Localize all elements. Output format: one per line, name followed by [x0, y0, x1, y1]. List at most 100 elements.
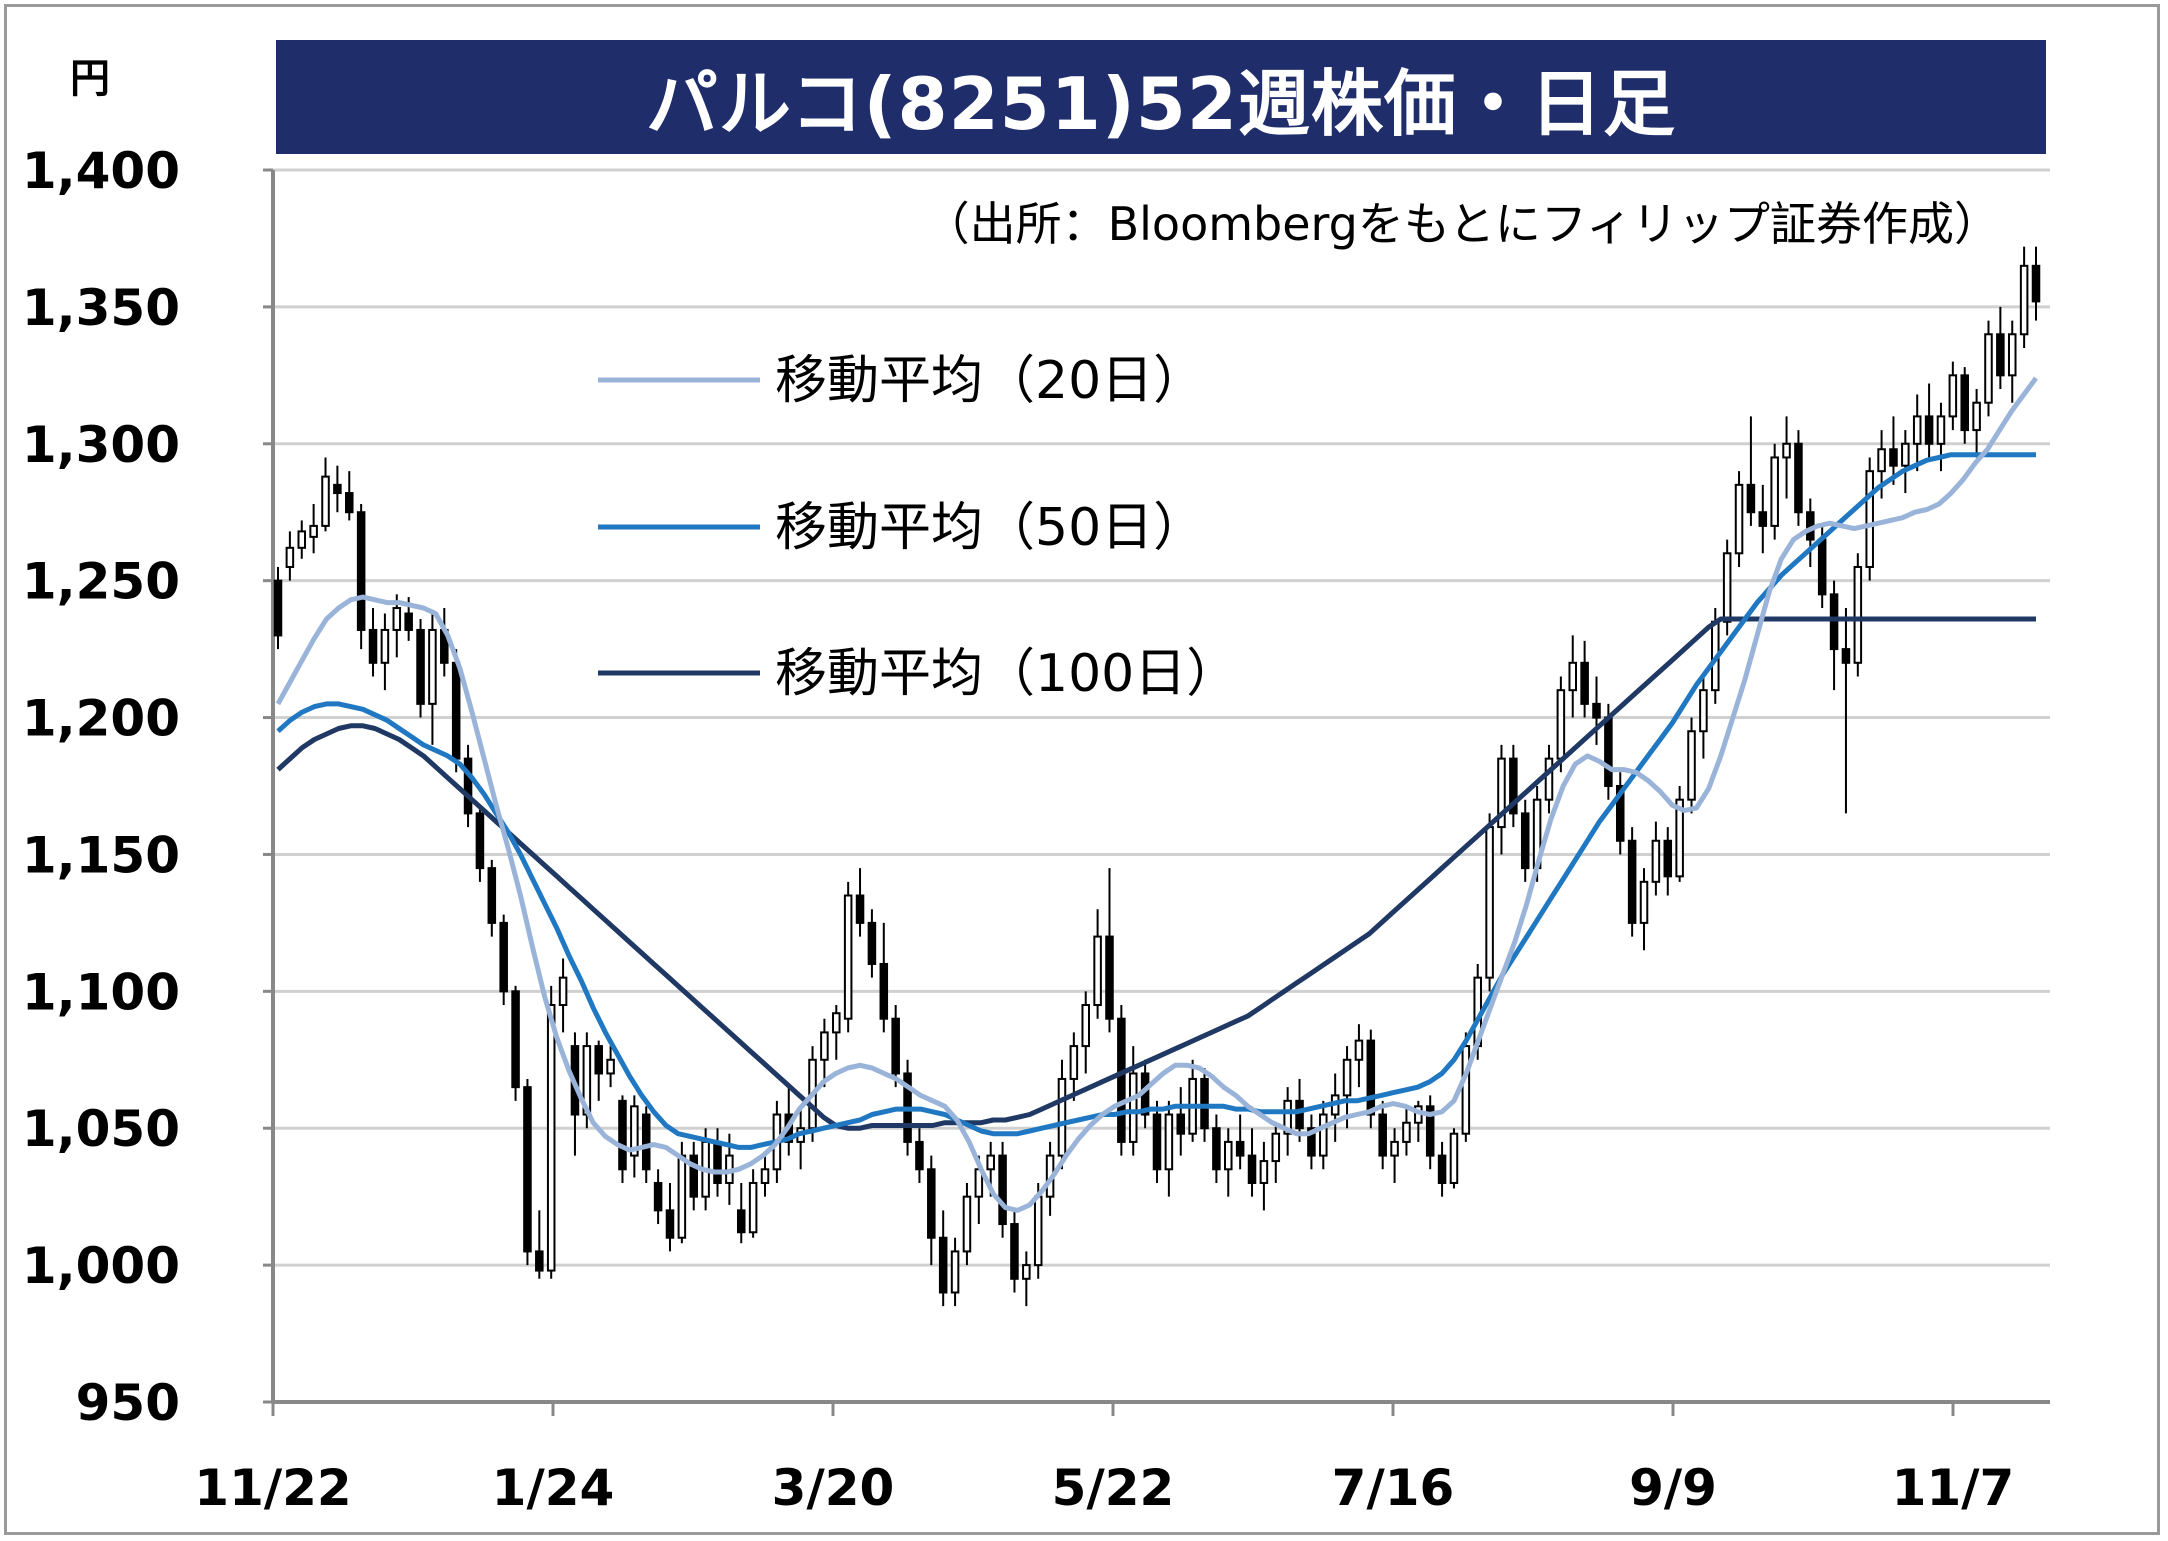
candle-body [998, 1154, 1007, 1226]
candle [1247, 1128, 1257, 1197]
candle-body [855, 894, 865, 924]
candle-body [1639, 880, 1649, 924]
candle-body [1402, 1121, 1411, 1143]
candle-body [938, 1236, 948, 1294]
legend: 移動平均（20日） 移動平均（50日） 移動平均（100日） [598, 351, 1238, 704]
candle-body [1354, 1039, 1364, 1061]
candle-body [1449, 1132, 1459, 1184]
candle-body [748, 1181, 758, 1234]
candle [950, 1237, 960, 1307]
chart-frame [4, 4, 2160, 1535]
candle-body [713, 1140, 722, 1184]
candle [748, 1169, 758, 1238]
candle-body [1093, 935, 1102, 1007]
candle-body [1283, 1099, 1292, 1135]
candle-body [1461, 1045, 1471, 1135]
candle [915, 1128, 924, 1183]
candle [891, 1005, 900, 1088]
candle [1912, 394, 1922, 472]
candle [1117, 1005, 1126, 1156]
candle [321, 457, 330, 532]
candle [1152, 1100, 1162, 1183]
candle-body [285, 546, 295, 568]
candle [1663, 827, 1673, 896]
candle [1128, 1046, 1138, 1156]
candle [368, 608, 378, 677]
candle-body [463, 757, 473, 815]
source-note: （出所：Bloombergをもとにフィリップ証券作成） [924, 197, 2000, 251]
candle [1794, 430, 1803, 526]
candle-body [760, 1168, 770, 1184]
candle [428, 613, 437, 745]
candle-body [1224, 1140, 1233, 1171]
candle-body [1117, 1017, 1126, 1143]
candle-body [1057, 1077, 1067, 1157]
candle-body [1212, 1127, 1221, 1171]
candle-body [891, 1017, 900, 1075]
candle [653, 1169, 663, 1225]
candle-body [1699, 689, 1708, 733]
candle [1734, 471, 1744, 567]
candle-body [689, 1154, 699, 1198]
candle [487, 859, 497, 937]
candle-body [736, 1209, 746, 1234]
candle [1924, 383, 1934, 458]
candle [1544, 744, 1554, 814]
candle [535, 1210, 544, 1279]
candle [1330, 1073, 1340, 1142]
candle-body [546, 1004, 556, 1272]
candle-body [1687, 730, 1696, 801]
candle-body [1259, 1160, 1269, 1184]
candle-body [1568, 661, 1578, 692]
candle [1568, 635, 1578, 718]
candle-body [1319, 1113, 1328, 1157]
candle [1639, 868, 1649, 951]
candle-body [1152, 1113, 1162, 1171]
candle-body [962, 1195, 972, 1253]
candle-body [927, 1168, 936, 1239]
candle-body [345, 492, 354, 514]
moving-averages [275, 376, 2039, 1213]
candle [1580, 640, 1589, 718]
candle [1224, 1128, 1233, 1197]
candle-body [1033, 1195, 1043, 1267]
candle [1615, 772, 1625, 855]
candle-body [404, 612, 413, 631]
candle-body [1604, 716, 1613, 787]
candle [962, 1182, 972, 1266]
candle-body [392, 607, 402, 631]
candle-body [867, 921, 877, 965]
candle [606, 1046, 615, 1088]
candle [1984, 320, 1993, 417]
candle [273, 566, 283, 650]
candle [1188, 1059, 1197, 1142]
candle-body [428, 628, 437, 705]
x-tick-label: 1/24 [492, 1459, 615, 1517]
candle-body [535, 1250, 544, 1272]
candle [1437, 1141, 1447, 1197]
candle-body [606, 1058, 615, 1075]
x-tick-label: 9/9 [1629, 1459, 1717, 1517]
candle-body [843, 894, 853, 1020]
candle-body [950, 1250, 960, 1294]
candle-body [1342, 1058, 1352, 1097]
candle [1782, 416, 1791, 499]
candle [356, 504, 366, 650]
candle-body [1485, 826, 1494, 979]
candle [1889, 416, 1898, 485]
y-tick-label: 1,100 [22, 963, 180, 1021]
candle-body [1497, 757, 1506, 829]
candle [1319, 1100, 1328, 1170]
candle-body [1722, 552, 1732, 623]
legend-label: 移動平均（100日） [775, 644, 1238, 704]
candle [1461, 1032, 1471, 1142]
candle [1390, 1128, 1399, 1183]
candle-body [1615, 785, 1625, 842]
candle [2007, 320, 2017, 403]
candle [665, 1182, 675, 1252]
candle-body [915, 1140, 924, 1171]
candle-body [1817, 538, 1827, 596]
candle [796, 1106, 805, 1170]
candle-body [1437, 1154, 1447, 1184]
candle-body [1128, 1072, 1138, 1143]
